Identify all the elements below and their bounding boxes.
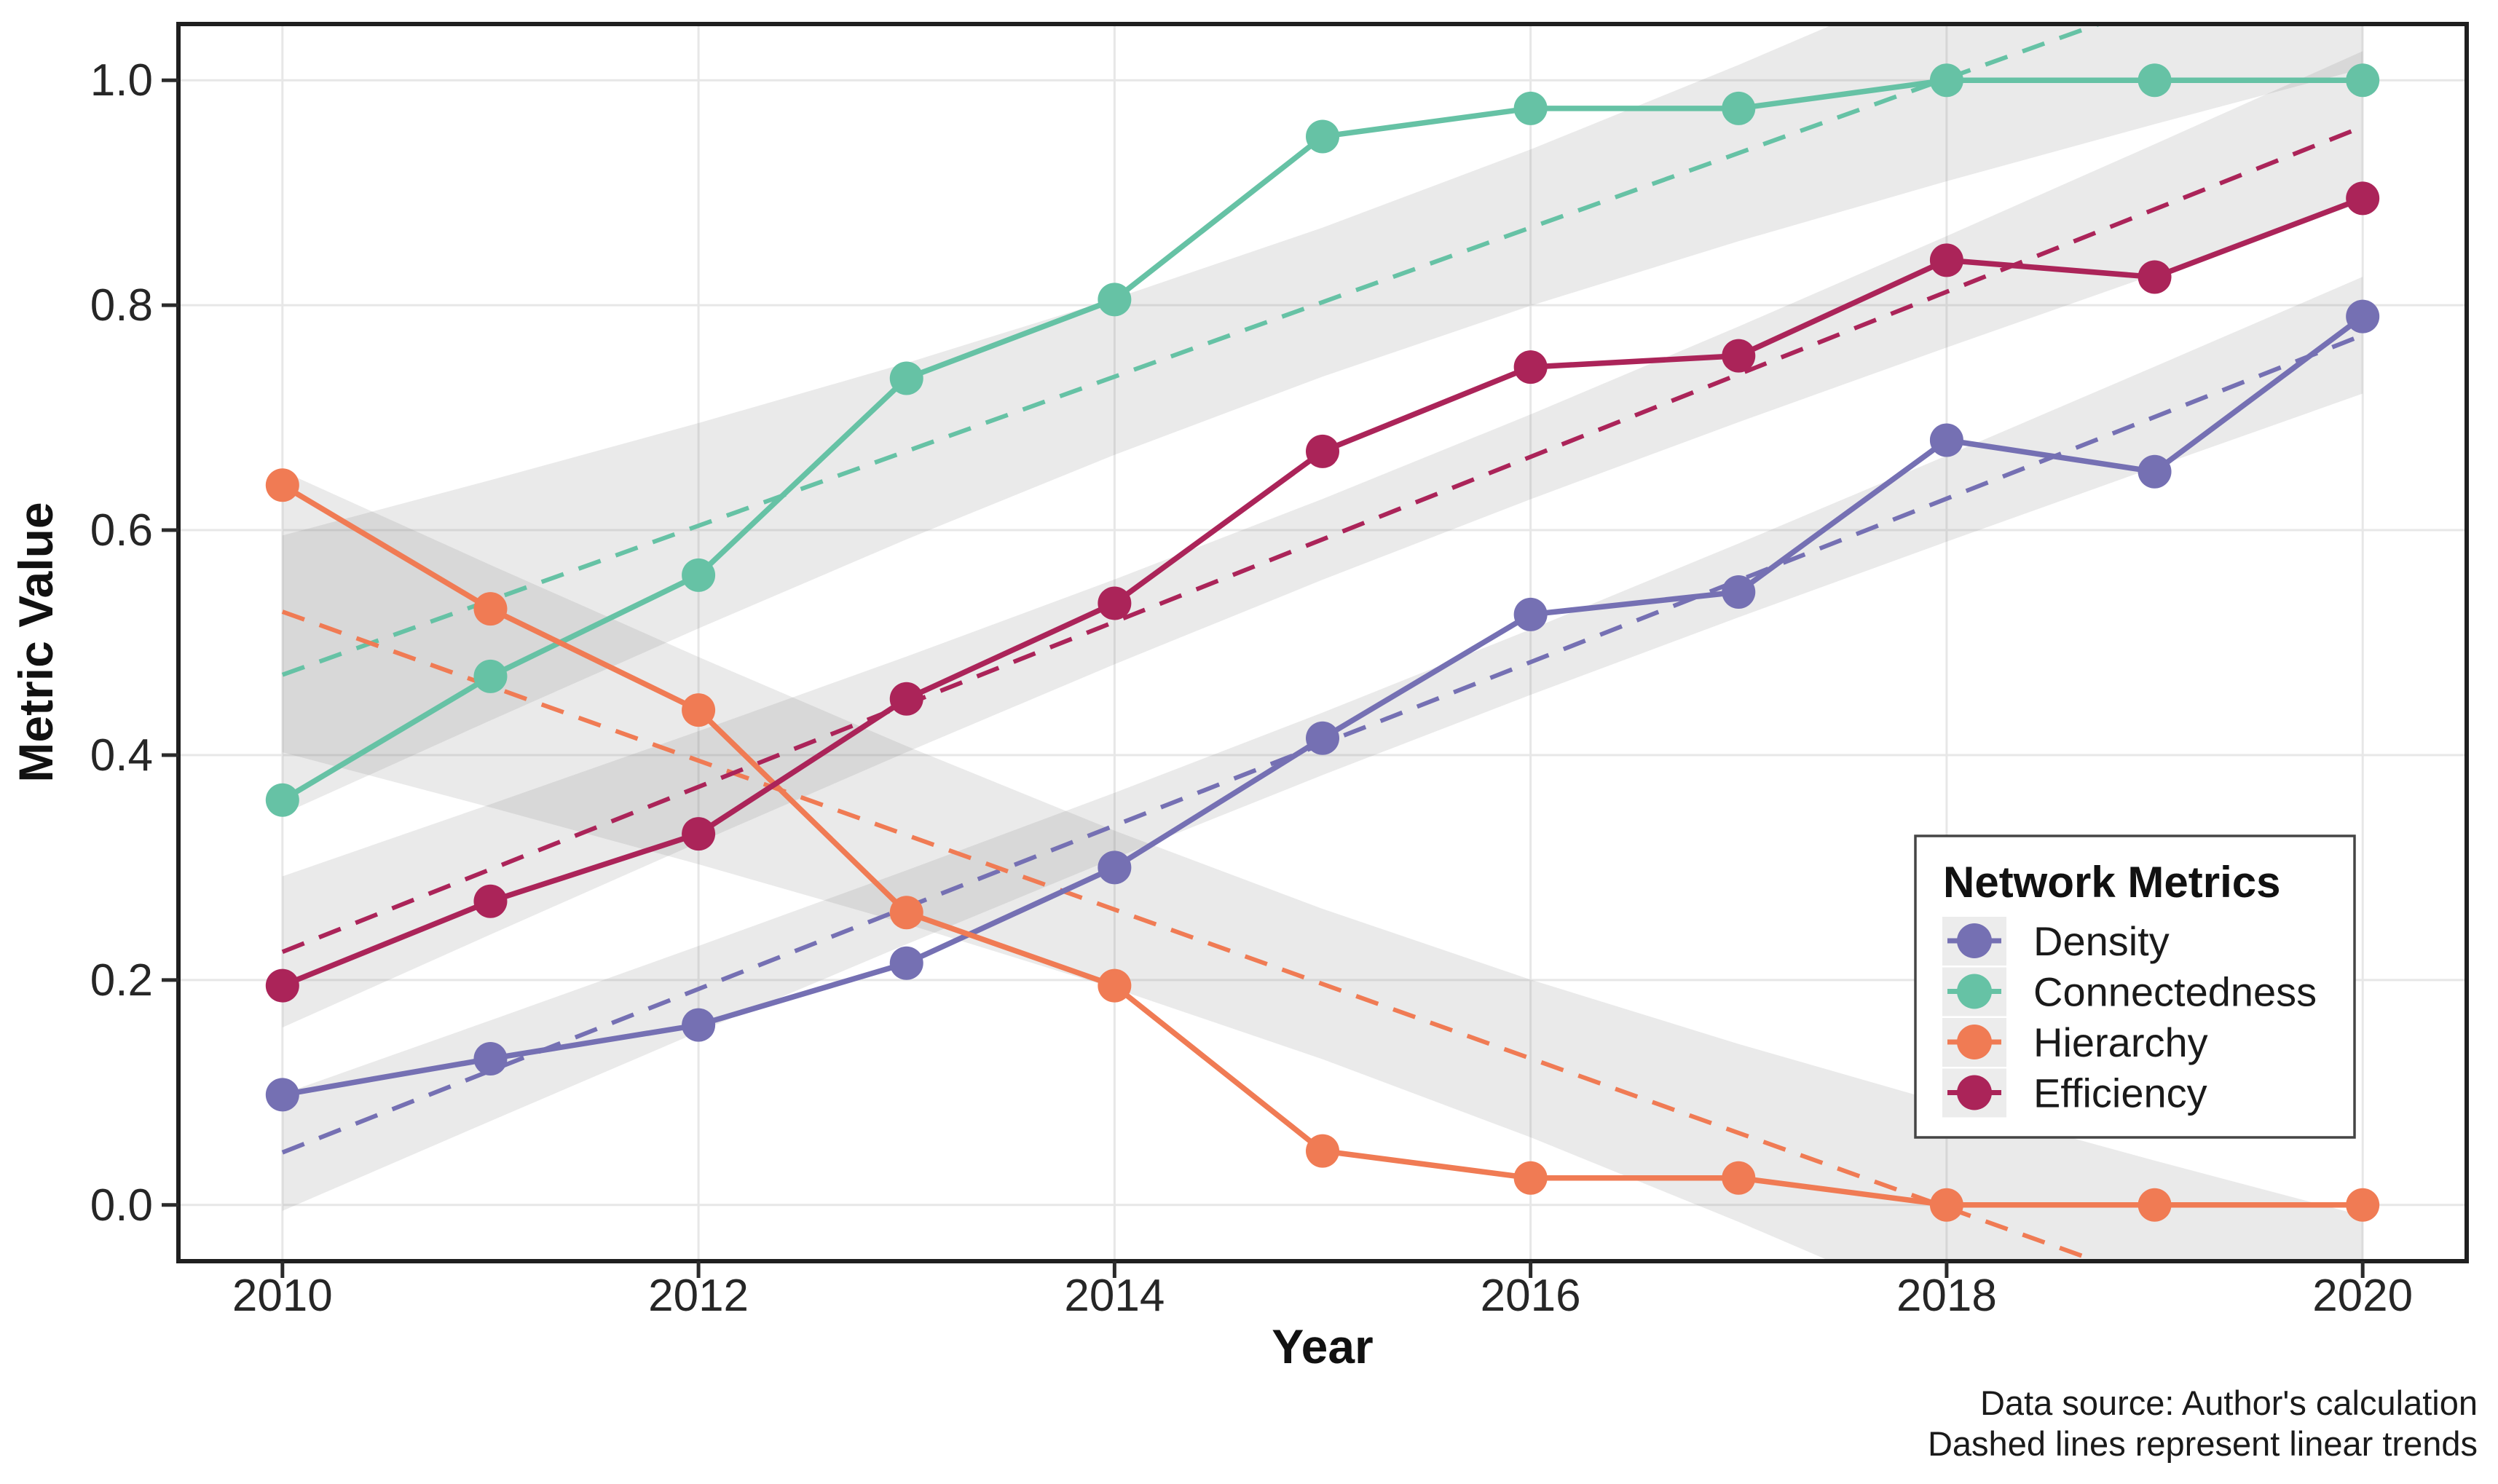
data-point-connectedness (1098, 283, 1132, 317)
data-point-efficiency (2138, 260, 2172, 294)
legend-title: Network Metrics (1943, 858, 2280, 907)
data-point-density (265, 1078, 299, 1112)
caption-line-2: Dashed lines represent linear trends (1928, 1424, 2478, 1463)
data-point-connectedness (1513, 91, 1548, 125)
y-tick-label: 0.8 (90, 280, 153, 331)
data-point-hierarchy (1722, 1161, 1756, 1195)
x-axis-tick-labels: 2010 2012 2014 2016 2018 2020 (232, 1271, 2413, 1321)
data-point-hierarchy (1306, 1134, 1339, 1168)
x-tick-label: 2012 (648, 1271, 749, 1321)
data-point-connectedness (2346, 63, 2380, 98)
data-point-efficiency (889, 682, 923, 716)
data-point-density (1098, 850, 1132, 885)
x-tick-label: 2020 (2312, 1271, 2413, 1321)
legend-key-point (1957, 1025, 1992, 1059)
data-point-efficiency (1722, 339, 1756, 373)
y-tick-label: 0.0 (90, 1180, 153, 1231)
y-tick-label: 0.4 (90, 730, 153, 781)
data-point-efficiency (682, 817, 716, 851)
data-point-efficiency (473, 884, 508, 918)
legend-item-efficiency: Efficiency (2033, 1070, 2207, 1116)
y-tick-label: 1.0 (90, 55, 153, 106)
data-point-connectedness (2138, 63, 2172, 98)
data-point-efficiency (1513, 350, 1548, 384)
data-point-hierarchy (473, 592, 508, 626)
legend-keys (1942, 917, 2006, 1118)
data-point-efficiency (2346, 181, 2380, 216)
x-tick-label: 2016 (1481, 1271, 1581, 1321)
y-axis-title: Metric Value (9, 502, 63, 782)
data-point-efficiency (265, 968, 299, 1003)
y-axis-tick-labels: 0.0 0.2 0.4 0.6 0.8 1.0 (90, 55, 153, 1231)
x-axis-title: Year (1272, 1319, 1373, 1373)
data-point-density (1306, 721, 1339, 755)
x-tick-label: 2010 (232, 1271, 333, 1321)
data-point-hierarchy (1929, 1188, 1963, 1222)
data-point-connectedness (889, 361, 923, 395)
data-point-density (1722, 575, 1756, 609)
axis-ticks (162, 78, 2365, 1278)
data-point-density (682, 1008, 716, 1042)
trend-line-hierarchy (281, 609, 2104, 1261)
data-point-density (2346, 299, 2380, 333)
y-tick-label: 0.6 (90, 505, 153, 556)
legend-item-connectedness: Connectedness (2033, 969, 2317, 1015)
data-point-connectedness (1306, 119, 1339, 154)
series-points (265, 63, 2380, 1222)
data-point-density (473, 1041, 508, 1075)
legend-key-point (1957, 923, 1992, 958)
panel-border (176, 22, 2469, 1263)
legend-item-density: Density (2033, 918, 2170, 964)
data-point-density (2138, 454, 2172, 489)
legend-item-hierarchy: Hierarchy (2033, 1019, 2208, 1065)
confidence-band-connectedness (282, 24, 2363, 815)
data-point-hierarchy (2346, 1188, 2380, 1222)
data-point-efficiency (1306, 434, 1339, 468)
caption-line-1: Data source: Author's calculation (1980, 1384, 2478, 1422)
legend-key-point (1957, 1075, 1992, 1110)
data-point-density (889, 946, 923, 980)
data-point-connectedness (682, 558, 716, 592)
data-point-density (1929, 423, 1963, 457)
data-point-hierarchy (1513, 1161, 1548, 1195)
legend-key-point (1957, 974, 1992, 1009)
data-point-connectedness (1722, 91, 1756, 125)
data-point-hierarchy (889, 896, 923, 930)
data-point-connectedness (473, 659, 508, 693)
confidence-band-hierarchy (282, 470, 2363, 1261)
data-point-connectedness (265, 783, 299, 817)
data-point-density (1513, 597, 1548, 631)
y-tick-label: 0.2 (90, 955, 153, 1006)
data-point-efficiency (1929, 243, 1963, 277)
data-point-connectedness (1929, 63, 1963, 98)
x-tick-label: 2014 (1064, 1271, 1165, 1321)
trend-line-connectedness (281, 24, 2105, 677)
data-point-hierarchy (265, 468, 299, 502)
data-point-hierarchy (2138, 1188, 2172, 1222)
data-point-hierarchy (1098, 968, 1132, 1003)
x-tick-label: 2018 (1896, 1271, 1997, 1321)
data-point-efficiency (1098, 586, 1132, 620)
legend: Network Metrics Density ConnectednessHier… (1914, 834, 2356, 1139)
data-point-hierarchy (682, 693, 716, 727)
